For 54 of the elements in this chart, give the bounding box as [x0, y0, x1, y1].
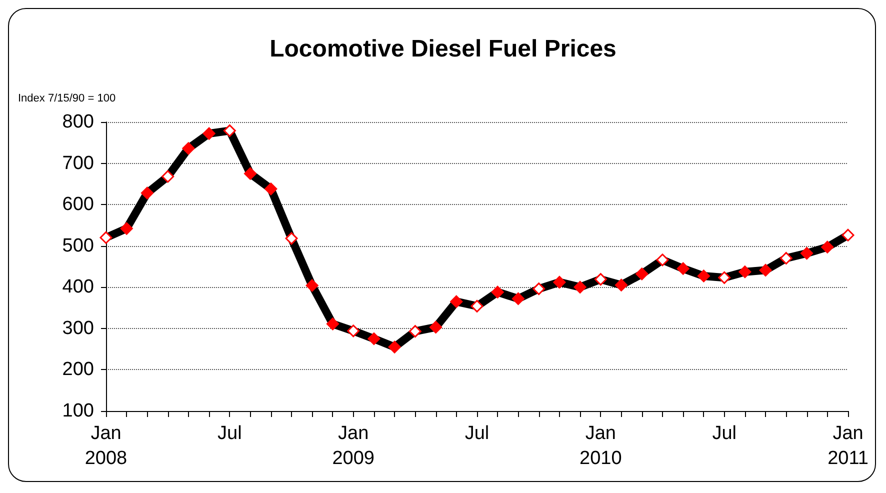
x-tick-label: Jul — [464, 423, 490, 444]
point — [553, 276, 566, 288]
point — [306, 279, 318, 292]
point — [842, 228, 854, 242]
point — [347, 324, 360, 338]
x-tick-label: Jan 2008 — [84, 423, 128, 469]
point — [491, 286, 504, 298]
y-tick-label: 800 — [62, 112, 94, 132]
y-tick-label: 600 — [62, 194, 94, 216]
point — [244, 167, 257, 180]
point — [408, 325, 422, 338]
point — [574, 280, 586, 294]
point — [697, 270, 710, 282]
point — [140, 186, 154, 200]
point — [120, 222, 133, 235]
point — [223, 124, 236, 137]
point — [202, 127, 216, 140]
point — [676, 262, 690, 275]
point — [759, 264, 772, 276]
y-tick-label: 100 — [62, 400, 94, 422]
y-tick-label: 500 — [62, 235, 94, 256]
point — [285, 232, 298, 245]
point — [182, 142, 195, 155]
x-tick-label: Jul — [712, 423, 736, 444]
point — [718, 271, 731, 284]
y-tick-label: 700 — [62, 152, 94, 174]
x-tick-label: Jul — [218, 423, 242, 444]
point — [264, 182, 278, 196]
point — [532, 282, 546, 296]
y-tick-label: 300 — [62, 318, 94, 339]
y-tick-label: 400 — [62, 276, 94, 298]
point — [368, 332, 380, 345]
point — [100, 231, 112, 244]
point — [594, 273, 607, 286]
point — [430, 320, 442, 334]
x-tick-label: Jan 2011 — [828, 423, 868, 469]
point — [656, 254, 669, 266]
point — [636, 268, 648, 280]
point — [800, 247, 814, 260]
point — [326, 318, 339, 330]
x-tick-label: Jan 2010 — [580, 423, 622, 469]
point — [738, 266, 752, 278]
chart-title: Locomotive Diesel Fuel Prices — [270, 36, 616, 62]
point — [615, 278, 628, 292]
point — [388, 340, 401, 354]
point — [821, 240, 834, 254]
point — [470, 300, 484, 312]
x-tick-label: Jan 2009 — [332, 423, 374, 469]
point — [512, 292, 524, 305]
point — [450, 295, 463, 308]
point — [780, 252, 792, 264]
y-tick-label: 200 — [62, 359, 94, 380]
point — [162, 170, 174, 183]
y-axis-title: Index 7/15/90 = 100 — [18, 92, 116, 104]
